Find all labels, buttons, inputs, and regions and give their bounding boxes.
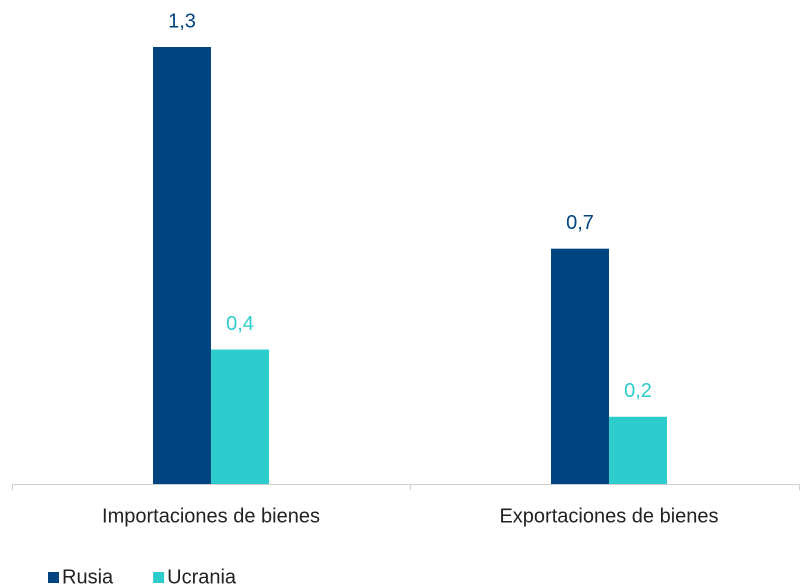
legend-swatch — [48, 572, 59, 583]
x-tick-label: Importaciones de bienes — [102, 505, 320, 527]
data-label: 0,4 — [226, 313, 254, 335]
bar — [551, 248, 609, 484]
x-tick-label: Exportaciones de bienes — [499, 505, 718, 527]
bar — [153, 47, 211, 484]
legend-label: Ucrania — [167, 566, 237, 587]
data-label: 0,2 — [624, 380, 652, 402]
data-label: 1,3 — [168, 10, 196, 32]
legend-swatch — [153, 572, 165, 583]
data-label: 0,7 — [566, 212, 594, 234]
bar — [609, 416, 667, 484]
legend-label: Rusia — [62, 566, 114, 587]
bar — [211, 349, 269, 484]
